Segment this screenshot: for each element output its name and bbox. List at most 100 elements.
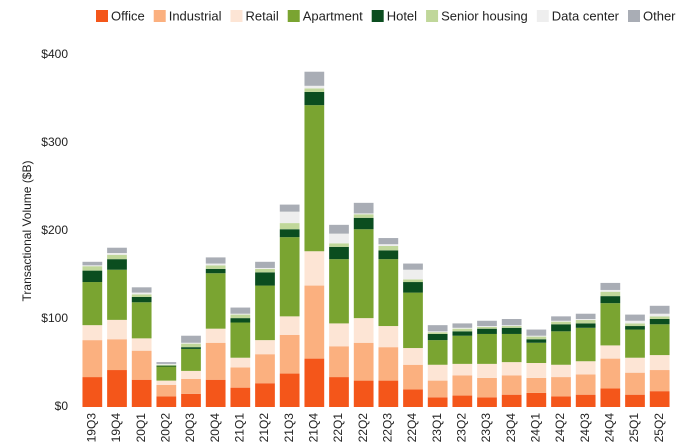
bar-segment: [279, 316, 300, 335]
bar-segment: [304, 251, 325, 286]
bar-segment: [452, 375, 473, 396]
bar-segment: [279, 211, 300, 224]
bar-segment: [279, 334, 300, 374]
bar-segment: [82, 377, 103, 407]
bar-segment: [255, 272, 275, 286]
bar-segment: [82, 270, 103, 283]
bar-segment: [526, 335, 547, 337]
bar-segment: [649, 370, 670, 392]
bar-segment: [378, 326, 399, 348]
bar-segment: [304, 285, 325, 359]
bar-segment: [477, 320, 497, 327]
bar-segment: [304, 71, 325, 86]
legend-swatch: [153, 10, 166, 22]
bar-segment: [452, 323, 473, 328]
bar-segment: [477, 377, 497, 398]
bar-segment: [131, 338, 152, 351]
bar-segment: [107, 339, 127, 371]
legend-swatch: [426, 10, 439, 22]
bar-segment: [107, 247, 127, 253]
bar-segment: [82, 340, 103, 378]
bar-segment: [156, 363, 177, 365]
bar-segment: [329, 246, 349, 260]
bar-segment: [452, 363, 473, 376]
bar-segment: [452, 395, 473, 407]
bar-segment: [329, 259, 349, 324]
bar-segment: [353, 214, 374, 218]
bar-segment: [526, 392, 547, 407]
bar-segment: [205, 263, 226, 266]
bar-segment: [279, 223, 300, 230]
bar-segment: [255, 261, 275, 268]
bar-segment: [625, 323, 645, 327]
bar-segment: [649, 305, 670, 314]
bar-segment: [649, 324, 670, 356]
bar-segment: [279, 373, 300, 407]
bar-segment: [600, 282, 621, 290]
y-tick-label: $400: [41, 47, 68, 61]
bar-segment: [107, 253, 127, 255]
x-tick-label: 20Q2: [159, 413, 173, 443]
bar-segment: [477, 326, 497, 329]
legend-label: Office: [111, 8, 145, 23]
legend-swatch: [287, 10, 300, 22]
bar-segment: [501, 326, 522, 328]
x-tick-label: 23Q1: [430, 413, 444, 443]
bar-segment: [600, 289, 621, 292]
bar-segment: [403, 364, 423, 390]
bar-segment: [82, 282, 103, 326]
bar-segment: [526, 329, 547, 336]
legend-label: Apartment: [303, 8, 363, 23]
bar-segment: [230, 307, 251, 314]
legend-label: Other: [643, 8, 676, 23]
bar-segment: [156, 365, 177, 367]
bar-segment: [378, 259, 399, 327]
bar-segment: [625, 320, 645, 324]
x-tick-label: 20Q1: [134, 413, 148, 443]
bar-segment: [329, 346, 349, 378]
bar-segment: [551, 377, 571, 397]
x-tick-label: 23Q4: [504, 413, 518, 443]
bar-segment: [329, 243, 349, 247]
bar-segment: [378, 244, 399, 246]
bar-segment: [575, 319, 596, 324]
bar-segment: [452, 331, 473, 336]
bar-segment: [131, 297, 152, 303]
bar-segment: [107, 254, 127, 260]
bar-segment: [600, 358, 621, 389]
bar-segment: [205, 328, 226, 343]
bar-segment: [304, 85, 325, 89]
bar-segment: [205, 379, 226, 407]
bar-segment: [649, 313, 670, 317]
bar-segment: [131, 292, 152, 295]
bar-segment: [353, 217, 374, 230]
legend-label: Data center: [552, 8, 620, 23]
bar-segment: [551, 364, 571, 378]
x-tick-label: 23Q3: [479, 413, 493, 443]
legend-swatch: [96, 10, 108, 22]
x-tick-label: 19Q4: [109, 413, 123, 443]
bar-segment: [156, 366, 177, 381]
x-tick-label: 25Q1: [627, 413, 641, 443]
bar-segment: [181, 347, 201, 349]
x-tick-label: 19Q3: [85, 413, 99, 443]
bar-segment: [82, 325, 103, 341]
bar-segment: [575, 313, 596, 319]
bar-segment: [403, 389, 423, 407]
bar-segment: [625, 314, 645, 321]
bar-segment: [353, 342, 374, 381]
bar-segment: [156, 362, 177, 364]
bar-segment: [107, 370, 127, 407]
x-tick-label: 20Q3: [183, 413, 197, 443]
bar-segment: [353, 380, 374, 407]
bar-segment: [255, 340, 275, 355]
x-tick-label: 20Q4: [208, 413, 222, 443]
x-tick-label: 22Q2: [356, 413, 370, 443]
bar-segment: [131, 287, 152, 293]
bar-segment: [501, 333, 522, 363]
legend-label: Senior housing: [441, 8, 528, 23]
y-tick-label: $300: [41, 135, 68, 149]
bar-segment: [575, 361, 596, 375]
bar-segment: [255, 267, 275, 269]
bar-segment: [378, 238, 399, 245]
